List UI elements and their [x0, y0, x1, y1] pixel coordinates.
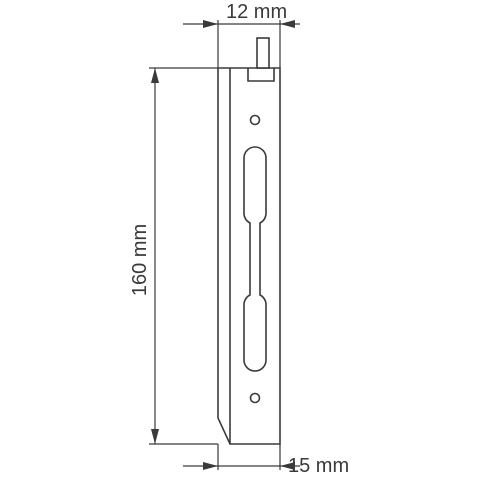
technical-drawing: 160 mm 12 mm 15 mm: [0, 0, 500, 500]
dim-width-top-label: 12 mm: [226, 1, 287, 23]
dim-height: 160 mm: [129, 68, 218, 444]
dim-width-top: 12 mm: [183, 1, 300, 68]
dim-height-label: 160 mm: [129, 224, 151, 296]
dim-width-bottom-label: 15 mm: [288, 455, 349, 477]
part-body: [218, 38, 280, 444]
screw-hole: [251, 394, 260, 403]
screw-hole: [251, 116, 260, 125]
dim-width-bottom: 15 mm: [183, 444, 349, 477]
bolt-pin: [257, 38, 269, 68]
